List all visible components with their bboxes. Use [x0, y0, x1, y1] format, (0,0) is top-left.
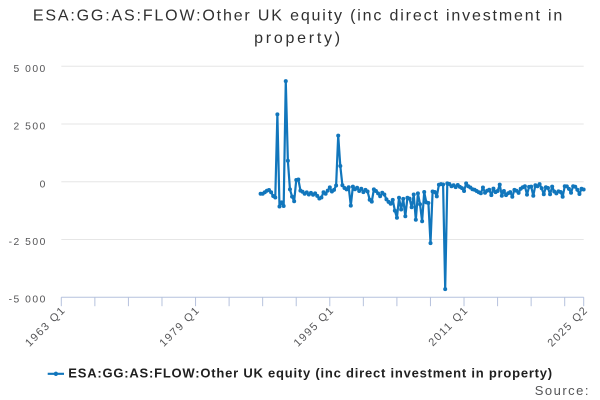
svg-text:1979 Q1: 1979 Q1 — [157, 304, 202, 349]
svg-text:property): property) — [254, 30, 343, 47]
svg-text:0: 0 — [40, 179, 47, 190]
svg-text:2011 Q1: 2011 Q1 — [426, 304, 471, 349]
svg-text:Source:: Source: — [535, 383, 590, 398]
svg-text:ESA:GG:AS:FLOW:Other UK equity: ESA:GG:AS:FLOW:Other UK equity (inc dire… — [68, 366, 553, 381]
svg-text:1995 Q1: 1995 Q1 — [292, 304, 337, 349]
svg-text:-2 500: -2 500 — [9, 237, 47, 248]
svg-text:5 000: 5 000 — [14, 64, 47, 75]
svg-text:2025 Q2: 2025 Q2 — [546, 304, 591, 349]
svg-text:ESA:GG:AS:FLOW:Other UK equity: ESA:GG:AS:FLOW:Other UK equity (inc dire… — [33, 7, 564, 24]
svg-text:2 500: 2 500 — [14, 122, 47, 133]
svg-text:1963 Q1: 1963 Q1 — [23, 304, 68, 349]
svg-text:-5 000: -5 000 — [9, 295, 47, 306]
